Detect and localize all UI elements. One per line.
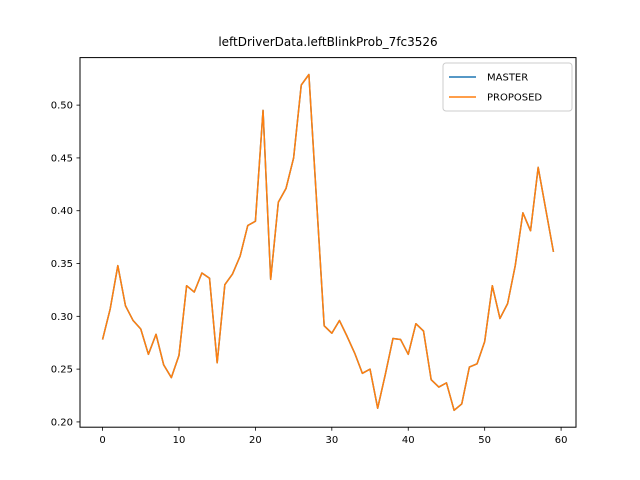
y-tick-label: 0.30	[51, 312, 73, 323]
y-tick-label: 0.35	[51, 259, 73, 270]
y-tick-label: 0.45	[51, 153, 73, 164]
x-tick-label: 10	[173, 435, 186, 446]
x-tick-label: 30	[325, 435, 338, 446]
y-tick-label: 0.25	[51, 365, 73, 376]
legend-box	[442, 62, 573, 112]
y-tick-label: 0.50	[51, 101, 73, 112]
y-tick-label: 0.40	[51, 206, 73, 217]
plot-area	[79, 57, 577, 428]
x-tick-label: 20	[249, 435, 262, 446]
chart-title: leftDriverData.leftBlinkProb_7fc3526	[218, 35, 438, 49]
x-tick-label: 40	[402, 435, 415, 446]
legend-label-master: MASTER	[487, 73, 528, 84]
y-tick-label: 0.20	[51, 417, 73, 428]
x-tick-label: 50	[478, 435, 491, 446]
series-line-proposed	[101, 73, 555, 412]
x-tick-label: 0	[99, 435, 105, 446]
legend-label-proposed: PROPOSED	[487, 93, 542, 104]
x-tick-label: 60	[555, 435, 568, 446]
series-line-master	[101, 73, 555, 412]
